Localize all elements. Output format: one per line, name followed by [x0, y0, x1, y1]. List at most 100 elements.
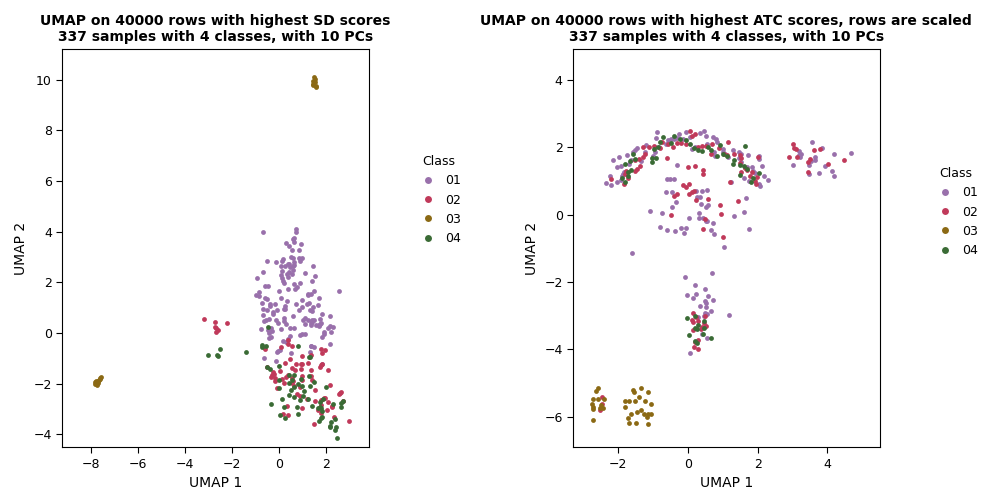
Point [733, 154, 749, 162]
Point [273, 271, 289, 279]
Point [641, 143, 657, 151]
Point [280, 336, 296, 344]
Point [326, 413, 342, 421]
Point [336, 397, 352, 405]
Point [667, 227, 683, 235]
Point [695, 170, 711, 178]
Point [302, 342, 319, 350]
Point [270, 384, 286, 392]
Y-axis label: UMAP 2: UMAP 2 [14, 222, 28, 275]
Point [251, 288, 267, 296]
Point [686, 144, 703, 152]
Point [326, 400, 342, 408]
Point [254, 343, 270, 351]
Point [629, 144, 645, 152]
Point [334, 399, 350, 407]
Point [615, 170, 631, 178]
Point [287, 225, 303, 233]
Point [292, 374, 308, 383]
Point [284, 374, 300, 382]
Point [792, 150, 808, 158]
Point [696, 214, 712, 222]
Point [669, 134, 685, 142]
Point [287, 365, 303, 373]
Point [645, 152, 661, 160]
Point [595, 404, 611, 412]
Point [271, 362, 287, 370]
Point [726, 156, 742, 164]
Point [679, 313, 696, 322]
Point [697, 311, 713, 320]
Point [259, 295, 275, 303]
Point [258, 342, 274, 350]
Point [711, 144, 727, 152]
Point [303, 290, 320, 298]
Point [284, 234, 300, 242]
Point [811, 145, 828, 153]
Point [696, 324, 712, 332]
Point [668, 140, 684, 148]
Point [323, 340, 339, 348]
Point [699, 140, 715, 148]
Point [310, 406, 327, 414]
Point [627, 155, 643, 163]
Point [282, 386, 298, 394]
Point [669, 161, 685, 169]
Point [278, 373, 294, 382]
Point [817, 162, 834, 170]
Point [678, 183, 695, 191]
Point [684, 294, 701, 302]
Point [621, 397, 637, 405]
Point [654, 138, 670, 146]
Point [625, 150, 641, 158]
Point [251, 292, 267, 300]
Point [329, 434, 345, 442]
Point [665, 175, 681, 183]
Point [751, 152, 767, 160]
Point [618, 159, 634, 167]
Point [699, 299, 715, 307]
Point [644, 154, 660, 162]
Point [291, 257, 307, 265]
Point [715, 148, 731, 156]
Point [623, 156, 639, 164]
Point [692, 325, 709, 333]
Point [616, 180, 632, 188]
Point [200, 351, 216, 359]
Point [690, 146, 707, 154]
Point [610, 177, 626, 185]
Point [696, 166, 712, 174]
Point [803, 139, 820, 147]
Point [684, 316, 701, 324]
Point [686, 324, 703, 332]
Point [733, 168, 749, 176]
Point [314, 407, 331, 415]
Point [633, 157, 649, 165]
Point [282, 355, 298, 363]
Point [648, 134, 664, 142]
Point [264, 371, 280, 379]
Point [689, 193, 706, 201]
Point [208, 318, 224, 326]
Point [620, 174, 636, 182]
Point [294, 359, 310, 367]
Point [637, 150, 653, 158]
Point [281, 241, 297, 249]
Point [642, 207, 658, 215]
Point [697, 319, 713, 327]
Point [289, 410, 305, 418]
Point [300, 291, 317, 299]
Point [690, 336, 707, 344]
Point [692, 200, 709, 208]
Point [281, 392, 297, 400]
Point [697, 309, 713, 317]
Point [331, 390, 347, 398]
Point [287, 228, 303, 236]
Point [680, 214, 697, 222]
Point [665, 135, 681, 143]
Point [713, 202, 729, 210]
Point [704, 307, 720, 315]
Point [618, 167, 634, 175]
Point [284, 267, 300, 275]
Point [335, 397, 351, 405]
